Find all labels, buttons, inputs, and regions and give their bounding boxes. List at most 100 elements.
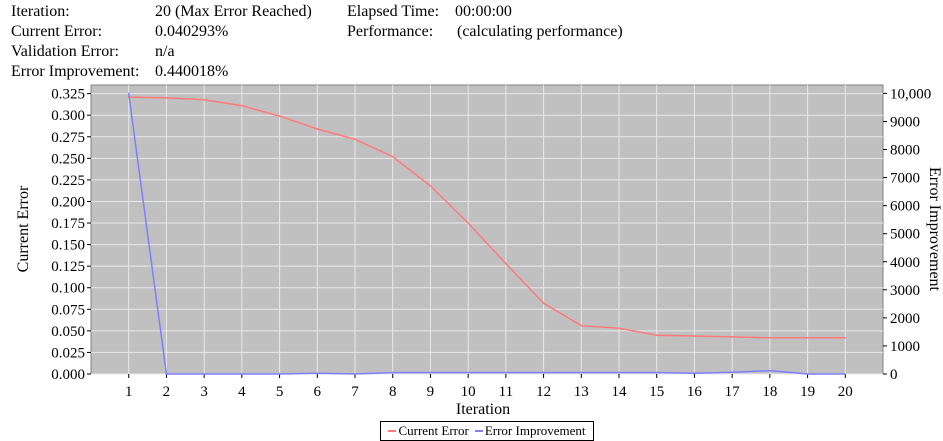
data-point-current-error: [505, 262, 507, 265]
data-point-error-improvement: [655, 371, 658, 374]
x-tick-label: 15: [649, 384, 664, 400]
y-right-tick-label: 5000: [890, 227, 920, 243]
x-tick-label: 17: [725, 384, 741, 400]
data-point-current-error: [618, 327, 620, 330]
y-left-axis-label: Current Error: [15, 185, 32, 272]
y-right-tick-label: 8000: [890, 143, 920, 159]
y-right-tick-label: 0: [890, 367, 898, 383]
error-improvement-value: 0.440018%: [155, 63, 229, 80]
x-tick-label: 7: [351, 384, 359, 400]
series-line-current-error: [128, 96, 846, 339]
data-point-current-error: [278, 115, 281, 117]
data-point-error-improvement: [241, 373, 243, 375]
data-point-error-improvement: [467, 371, 469, 374]
data-point-current-error: [844, 336, 847, 339]
x-tick-label: 10: [461, 384, 476, 400]
data-point-error-improvement: [429, 371, 432, 374]
data-point-error-improvement: [354, 373, 356, 375]
chart-legend: Current Error Error Improvement: [380, 421, 594, 441]
data-point-error-improvement: [278, 373, 281, 375]
data-point-current-error: [731, 336, 733, 338]
y-left-tick-label: 0.050: [51, 324, 85, 340]
data-point-error-improvement: [731, 371, 733, 374]
data-point-current-error: [429, 185, 432, 187]
series-line-error-improvement: [127, 93, 846, 375]
x-tick-label: 8: [389, 384, 397, 400]
y-left-tick-label: 0.150: [51, 238, 85, 254]
data-point-error-improvement: [618, 371, 620, 374]
y-left-tick-label: 0.250: [51, 151, 85, 167]
y-right-axis-label: Error Improvement: [926, 167, 943, 292]
data-point-error-improvement: [806, 373, 809, 375]
performance-value: (calculating performance): [457, 23, 623, 40]
x-tick-label: 20: [838, 384, 853, 400]
y-left-tick-label: 0.300: [51, 108, 85, 124]
legend-label-error-improvement: Error Improvement: [484, 423, 586, 438]
data-point-current-error: [354, 138, 356, 141]
elapsed-time-value: 00:00:00: [455, 3, 512, 20]
data-point-error-improvement: [542, 371, 545, 374]
data-point-current-error: [769, 336, 771, 339]
iteration-label: Iteration:: [11, 3, 70, 20]
validation-error-value: n/a: [155, 43, 175, 60]
x-tick-label: 14: [612, 384, 628, 400]
legend-label-current-error: Current Error: [398, 423, 469, 438]
y-right-tick-label: 6000: [890, 199, 920, 215]
y-left-tick-label: 0.025: [51, 345, 85, 361]
data-point-error-improvement: [769, 369, 771, 372]
current-error-value: 0.040293%: [155, 23, 229, 40]
y-left-tick-label: 0.100: [51, 281, 85, 297]
x-tick-label: 12: [536, 384, 551, 400]
x-tick-label: 6: [314, 384, 322, 400]
x-axis-label: Iteration: [456, 401, 510, 418]
y-right-tick-label: 10,000: [890, 86, 931, 102]
y-left-tick-label: 0.000: [51, 367, 85, 383]
data-point-current-error: [806, 336, 809, 339]
data-point-current-error: [203, 98, 205, 101]
data-point-error-improvement: [693, 372, 696, 374]
y-right-tick-label: 4000: [890, 255, 920, 271]
data-point-current-error: [693, 335, 696, 337]
legend-swatch-error-improvement: [474, 430, 483, 432]
y-right-tick-label: 1000: [890, 339, 920, 355]
data-point-error-improvement: [580, 371, 583, 374]
data-point-error-improvement: [391, 371, 394, 374]
y-right-tick-label: 9000: [890, 114, 920, 130]
data-point-current-error: [316, 128, 319, 130]
data-point-error-improvement: [844, 373, 847, 375]
data-point-current-error: [655, 334, 658, 336]
y-left-tick-label: 0.225: [51, 173, 85, 189]
validation-error-label: Validation Error:: [11, 43, 119, 60]
data-point-error-improvement: [316, 372, 319, 374]
y-left-tick-label: 0.075: [51, 302, 85, 318]
y-left-tick-label: 0.275: [51, 130, 85, 146]
data-point-error-improvement: [127, 92, 130, 95]
y-right-tick-label: 2000: [890, 311, 920, 327]
x-tick-label: 4: [238, 384, 246, 400]
data-point-current-error: [165, 97, 168, 99]
current-error-label: Current Error:: [11, 23, 103, 40]
x-tick-label: 5: [276, 384, 284, 400]
x-tick-label: 9: [427, 384, 435, 400]
data-point-error-improvement: [165, 373, 168, 375]
y-left-tick-label: 0.325: [51, 87, 85, 103]
legend-swatch-current-error: [388, 430, 397, 432]
x-tick-label: 13: [574, 384, 589, 400]
data-point-error-improvement: [505, 371, 507, 374]
x-tick-label: 3: [200, 384, 208, 400]
x-tick-label: 18: [762, 384, 777, 400]
performance-label: Performance:: [347, 23, 434, 40]
data-point-current-error: [391, 155, 394, 158]
plot-area: [90, 84, 884, 375]
error-improvement-label: Error Improvement:: [11, 63, 140, 80]
iteration-value: 20 (Max Error Reached): [155, 3, 312, 20]
legend-item-current-error: Current Error: [388, 423, 469, 439]
legend-item-error-improvement: Error Improvement: [474, 423, 586, 439]
y-left-tick-label: 0.175: [51, 216, 85, 232]
x-tick-label: 2: [163, 384, 171, 400]
x-tick-label: 16: [687, 384, 703, 400]
elapsed-time-label: Elapsed Time:: [347, 3, 440, 20]
data-point-current-error: [467, 222, 469, 224]
x-tick-label: 1: [125, 384, 133, 400]
